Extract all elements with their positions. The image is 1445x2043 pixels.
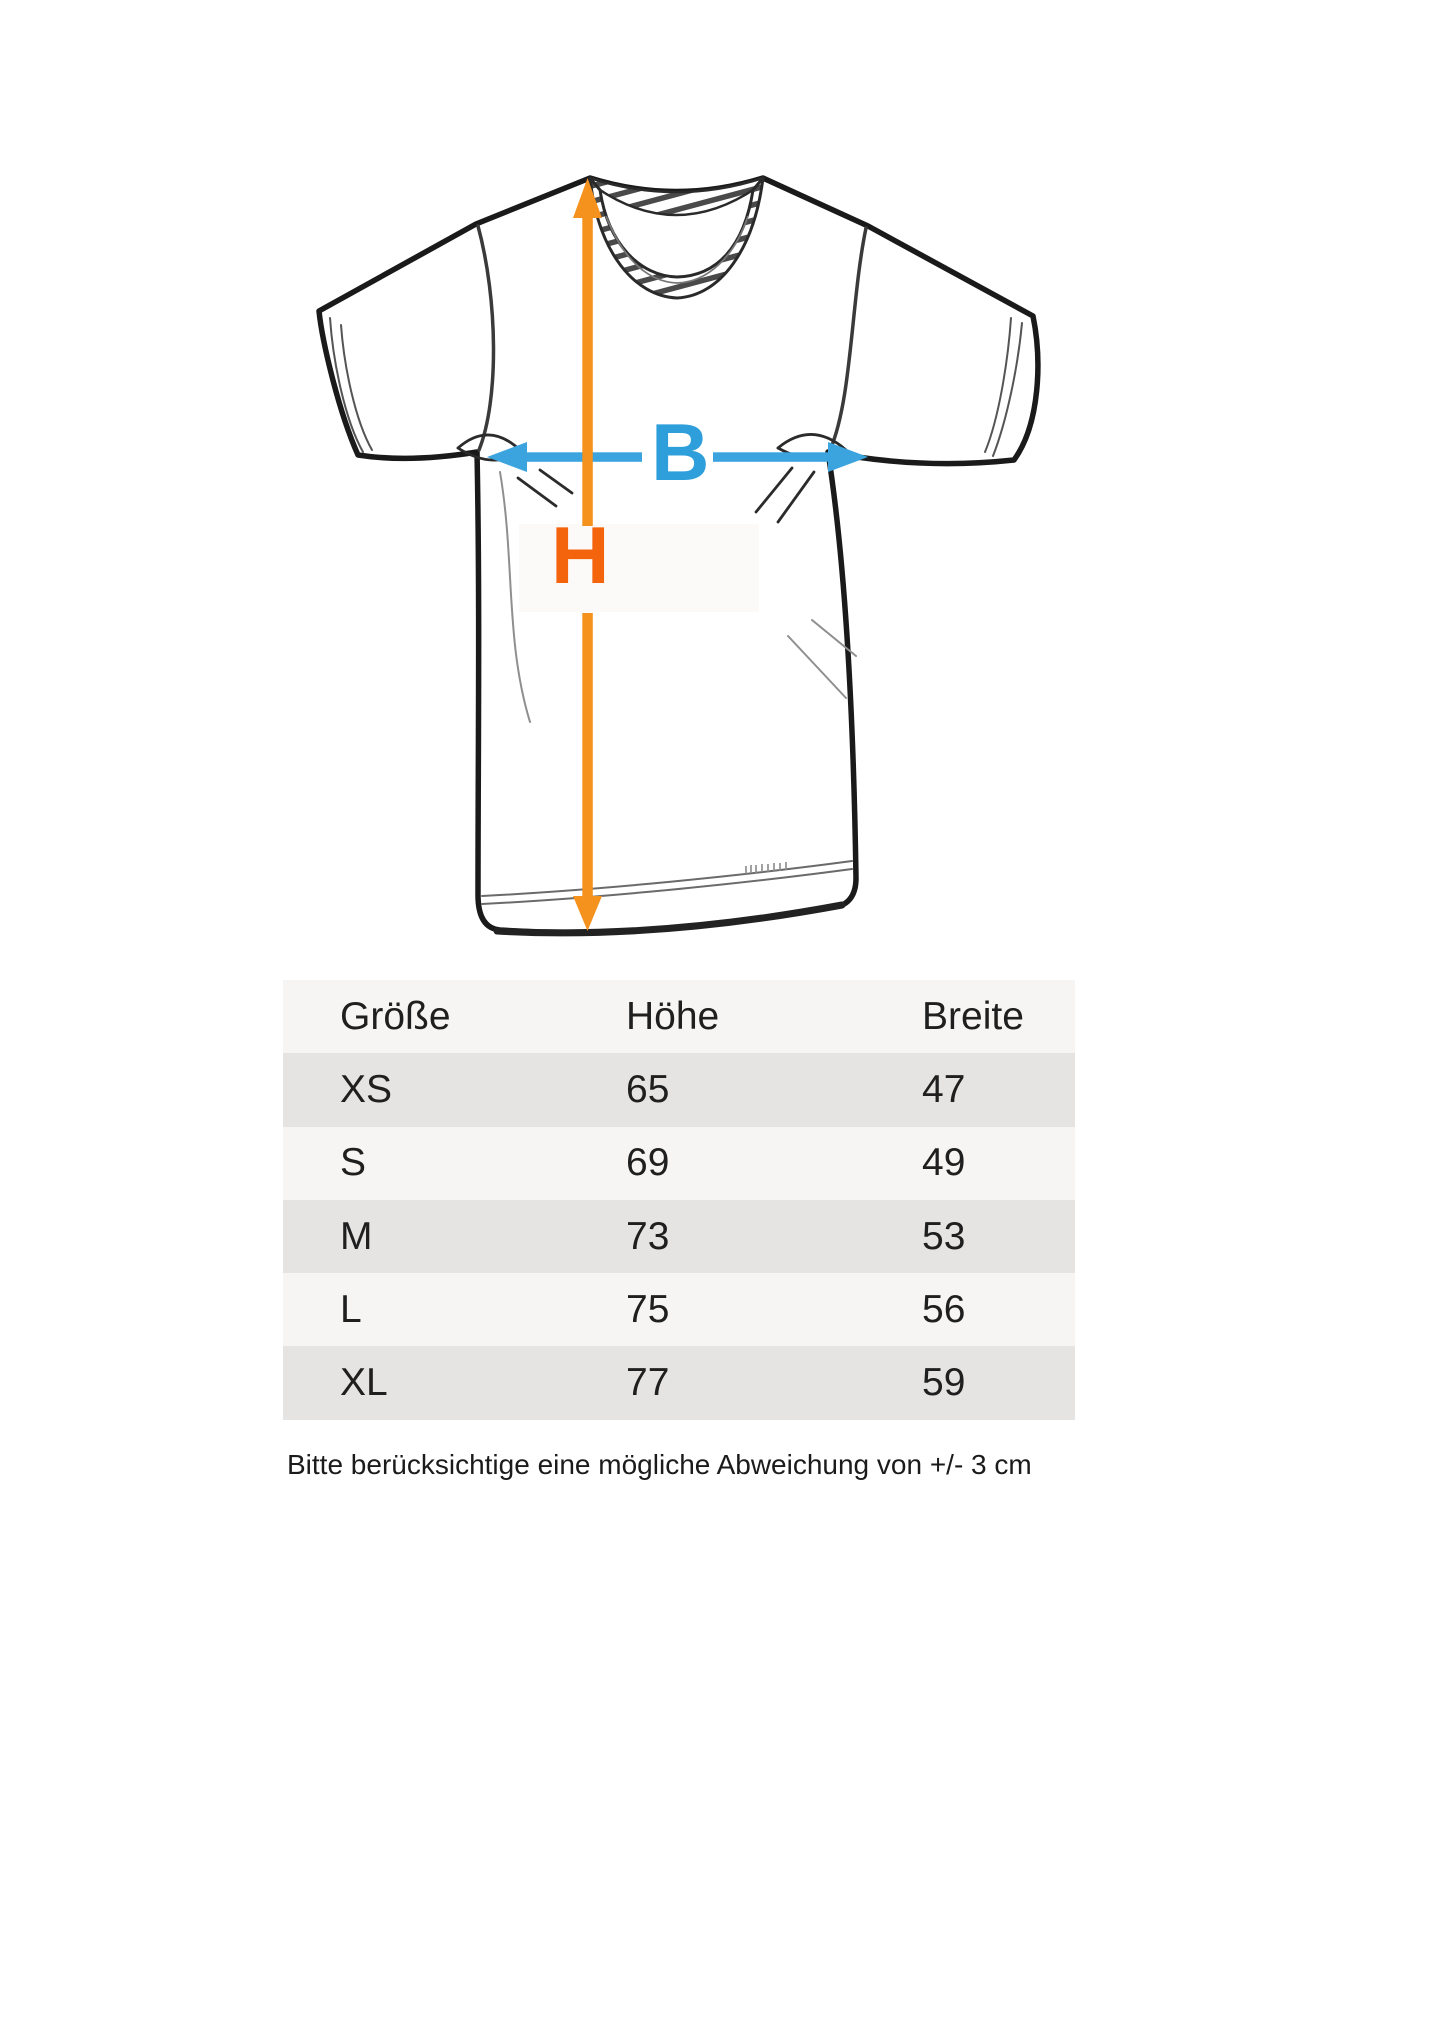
breite-cell: 49 [922,1141,966,1185]
breite-cell: 53 [922,1214,966,1258]
size-table-grid: Größe Höhe Breite XS 65 47 S 69 49 M 73 … [283,980,1075,1420]
breite-cell: 59 [922,1361,966,1405]
size-cell: S [340,1141,367,1185]
left-armhole-seam [476,224,496,452]
hoehe-cell: 73 [626,1214,670,1258]
b-arrow-left-head [487,442,527,472]
hoehe-cell: 75 [626,1287,670,1331]
height-dimension-label: H [551,511,610,601]
h-arrow-top-head [573,178,602,218]
b-arrow-right-head [828,442,868,472]
right-armhole-seam [828,226,868,452]
size-cell: M [340,1214,373,1258]
tolerance-note: Bitte berücksichtige eine mögliche Abwei… [287,1449,1032,1480]
table-row-xl: XL 77 59 [283,1346,1075,1420]
hoehe-cell: 77 [626,1361,670,1405]
col-header-groesse: Größe [340,994,451,1038]
size-cell: XL [340,1361,388,1405]
size-cell: XS [340,1067,393,1111]
table-row-s: S 69 49 [283,1126,1075,1200]
right-cuff-lines [984,317,1023,457]
h-label-box [519,524,759,612]
h-arrow-bottom-head [573,896,602,931]
table-row-m: M 73 53 [283,1199,1075,1274]
table-header-row: Größe Höhe Breite [283,980,1075,1054]
breite-cell: 47 [922,1067,966,1111]
hoehe-cell: 65 [626,1067,670,1111]
size-cell: L [340,1287,362,1331]
h-arrow [573,178,602,931]
table-row-xs: XS 65 47 [283,1053,1075,1127]
table-row-l: L 75 56 [283,1273,1075,1347]
collar-front-band [588,176,765,300]
size-table: Größe Höhe Breite XS 65 47 S 69 49 M 73 … [283,980,1075,1420]
b-arrow-shaft-right [713,452,830,462]
hoehe-cell: 69 [626,1141,670,1185]
h-arrow-shaft-top [582,214,593,526]
h-arrow-shaft-bottom [582,613,593,900]
left-cuff-lines [329,317,373,453]
body-wrinkles [499,471,857,723]
breite-cell: 56 [922,1287,966,1331]
width-dimension-label: B [651,408,710,498]
col-header-hoehe: Höhe [626,994,720,1038]
hem-stitch-mark [745,862,787,874]
col-header-breite: Breite [922,994,1024,1038]
hem-stitching [481,860,853,905]
collar-inner-contour [605,215,749,284]
tshirt-hem-line [493,901,846,937]
